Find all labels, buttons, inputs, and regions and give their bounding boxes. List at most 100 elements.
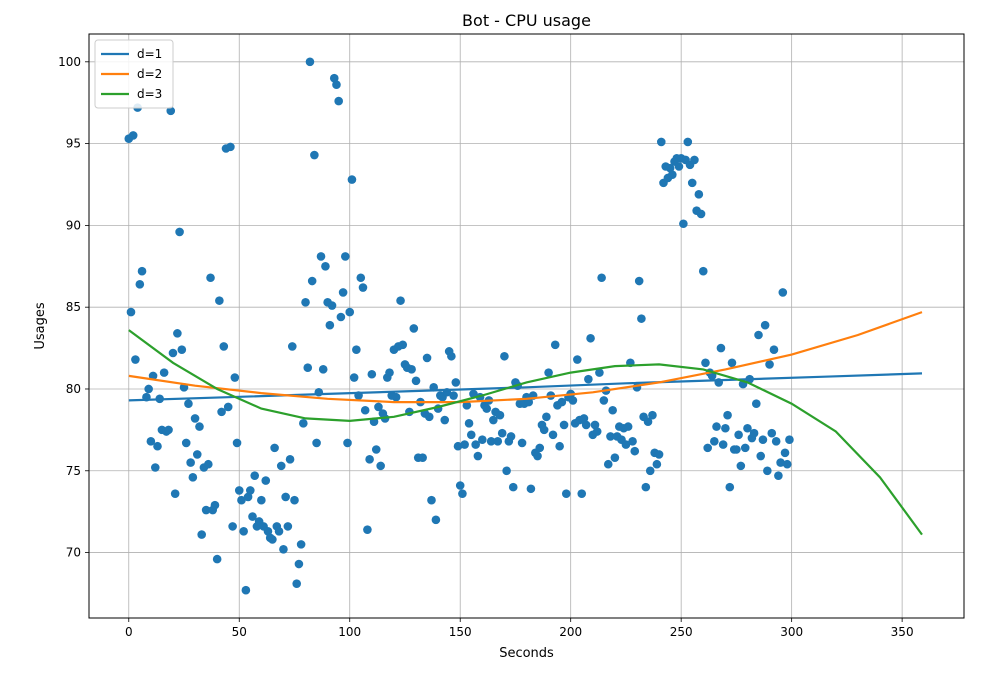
scatter-points	[124, 57, 794, 595]
scatter-point	[427, 495, 436, 505]
scatter-point	[131, 355, 140, 364]
scatter-point	[517, 438, 527, 448]
scatter-point	[146, 437, 156, 446]
scatter-point	[230, 373, 240, 382]
scatter-point	[177, 345, 187, 355]
scatter-point	[228, 522, 237, 531]
scatter-point	[234, 486, 244, 495]
y-tick-label: 80	[66, 382, 81, 396]
scatter-point	[606, 432, 615, 441]
scatter-point	[195, 422, 204, 431]
scatter-point	[279, 544, 288, 554]
scatter-point	[668, 170, 677, 179]
scatter-point	[365, 455, 374, 464]
scatter-point	[299, 419, 308, 428]
y-axis-label: Usages	[33, 302, 48, 350]
scatter-point	[409, 324, 419, 333]
x-tick-label: 300	[780, 625, 803, 639]
scatter-point	[458, 489, 467, 498]
scatter-point	[573, 355, 582, 364]
scatter-point	[683, 137, 693, 147]
scatter-point	[652, 459, 662, 469]
scatter-point	[469, 389, 478, 399]
scatter-point	[542, 412, 551, 422]
scatter-point	[760, 320, 770, 330]
scatter-point	[581, 420, 591, 430]
scatter-point	[263, 526, 273, 536]
scatter-point	[418, 453, 427, 462]
scatter-point	[170, 489, 180, 498]
scatter-point	[153, 441, 162, 451]
scatter-point	[285, 455, 295, 464]
scatter-point	[422, 353, 432, 363]
scatter-point	[754, 330, 763, 340]
scatter-point	[310, 150, 319, 160]
scatter-point	[758, 435, 768, 444]
y-tick-label: 85	[66, 300, 81, 314]
scatter-point	[204, 459, 213, 469]
scatter-point	[301, 297, 310, 307]
scatter-point	[281, 492, 290, 502]
scatter-point	[769, 345, 779, 355]
scatter-point	[341, 252, 350, 261]
legend-label: d=1	[137, 47, 162, 61]
scatter-point	[336, 312, 346, 322]
scatter-point	[701, 358, 710, 368]
scatter-point	[327, 301, 337, 310]
scatter-point	[723, 410, 732, 420]
scatter-point	[721, 423, 730, 433]
scatter-point	[440, 415, 450, 425]
scatter-point	[237, 495, 246, 505]
scatter-point	[274, 526, 284, 536]
scatter-point	[679, 219, 688, 229]
scatter-point	[246, 486, 255, 495]
x-tick-label: 150	[449, 625, 472, 639]
scatter-point	[250, 471, 260, 480]
scatter-point	[756, 451, 766, 461]
scatter-point	[192, 450, 202, 459]
scatter-point	[270, 443, 279, 453]
scatter-point	[217, 407, 226, 417]
scatter-point	[694, 190, 704, 199]
scatter-point	[374, 402, 383, 412]
scatter-point	[376, 461, 385, 471]
scatter-point	[349, 373, 359, 382]
scatter-point	[385, 368, 394, 377]
scatter-point	[561, 489, 571, 498]
scatter-point	[215, 296, 224, 305]
scatter-point	[584, 374, 593, 384]
scatter-point	[526, 484, 536, 494]
scatter-point	[665, 163, 675, 173]
scatter-point	[727, 358, 737, 368]
fit-lines	[128, 311, 923, 536]
scatter-point	[190, 414, 200, 423]
scatter-point	[126, 307, 136, 317]
scatter-point	[424, 412, 434, 422]
scatter-point	[268, 535, 277, 544]
scatter-point	[497, 428, 507, 438]
scatter-point	[577, 489, 587, 498]
scatter-point	[232, 438, 242, 448]
scatter-point	[360, 405, 370, 415]
scatter-point	[597, 273, 606, 283]
scatter-point	[257, 495, 266, 505]
scatter-point	[287, 342, 297, 351]
scatter-point	[776, 458, 785, 467]
scatter-point	[175, 227, 184, 237]
scatter-point	[595, 368, 604, 377]
scatter-point	[482, 404, 492, 413]
scatter-point	[524, 397, 534, 407]
scatter-point	[763, 466, 772, 476]
scatter-point	[473, 451, 483, 461]
scatter-point	[725, 482, 735, 492]
scatter-point	[188, 473, 198, 482]
scatter-point	[548, 430, 558, 440]
y-tick-label: 75	[66, 464, 81, 478]
scatter-point	[557, 397, 567, 407]
scatter-point	[493, 437, 503, 446]
scatter-point	[749, 428, 759, 438]
scatter-point	[767, 428, 777, 438]
scatter-point	[539, 425, 549, 435]
scatter-point	[782, 459, 792, 469]
